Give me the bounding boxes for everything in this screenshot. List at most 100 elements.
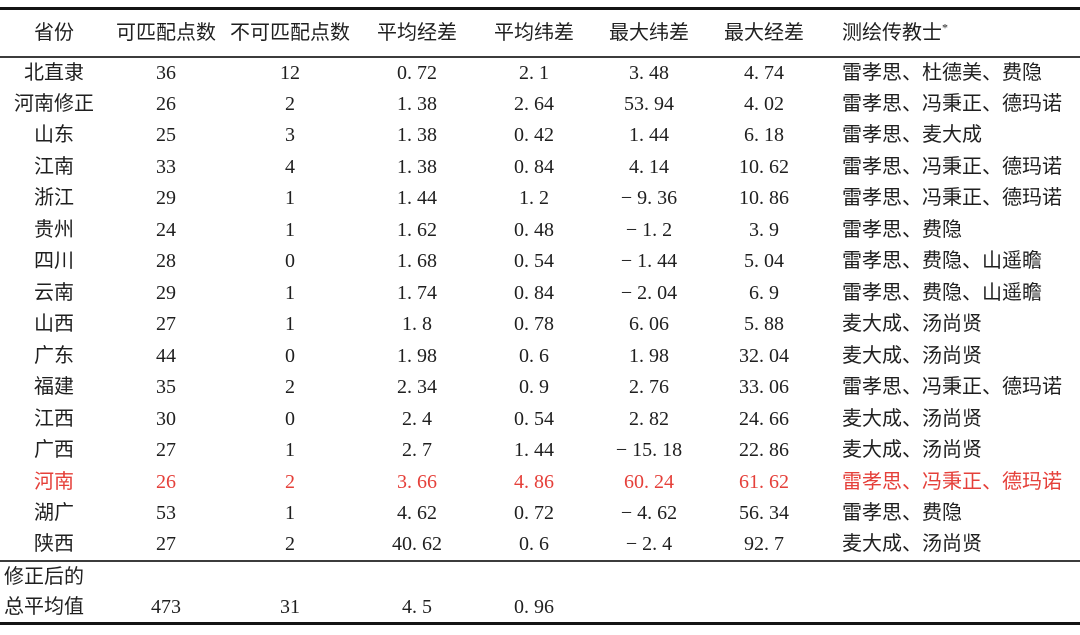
table-row: 江西 30 0 2. 4 0. 54 2. 82 24. 66 麦大成、汤尚贤: [0, 403, 1080, 435]
cell-avg-lat: 0. 9: [519, 376, 549, 399]
cell-missionaries: 麦大成、汤尚贤: [842, 313, 982, 336]
cell-max-lat: − 9. 36: [620, 187, 678, 210]
cell-avg-lon: 1. 8: [402, 313, 432, 336]
cell-avg-lon: 4. 62: [397, 502, 437, 525]
cell-avg-lon: 3. 66: [397, 470, 437, 493]
cell-avg-lat: 1. 44: [514, 439, 554, 462]
table-row: 福建 35 2 2. 34 0. 9 2. 76 33. 06 雷孝思、冯秉正、德玛诺: [0, 372, 1080, 404]
cell-matchable: 29: [156, 187, 176, 210]
cell-max-lat: 6. 06: [629, 313, 669, 336]
cell-missionaries: 雷孝思、冯秉正、德玛诺: [842, 92, 1062, 115]
footnote-asterisk: *: [942, 20, 948, 35]
table-row: 四川 28 0 1. 68 0. 54 − 1. 44 5. 04 雷孝思、费隐、山遥瞻: [0, 246, 1080, 278]
province-error-table-wrap: 省份 可匹配点数 不可匹配点数 平均经差 平均纬差 最大纬差 最大经差 测绘传教…: [0, 7, 1080, 625]
cell-missionaries: 雷孝思、费隐、山遥瞻: [842, 250, 1042, 273]
cell-unmatchable: 0: [285, 407, 295, 430]
summary-cell-max-lat: [590, 592, 708, 624]
cell-province: 河南: [34, 470, 74, 493]
cell-avg-lat: 1. 2: [519, 187, 549, 210]
table-row: 山东 25 3 1. 38 0. 42 1. 44 6. 18 雷孝思、麦大成: [0, 120, 1080, 152]
cell-missionaries: 雷孝思、冯秉正、德玛诺: [842, 187, 1062, 210]
cell-max-lat: 3. 48: [629, 61, 669, 84]
summary-cell-unmatchable: 31: [280, 596, 300, 618]
table-summary: 修正后的 总平均值 473 31 4. 5 0. 96: [0, 559, 1080, 624]
column-header-avg-lon: 平均经差: [356, 8, 478, 58]
cell-max-lat: 2. 82: [629, 407, 669, 430]
cell-missionaries: 雷孝思、冯秉正、德玛诺: [842, 155, 1062, 178]
cell-matchable: 27: [156, 313, 176, 336]
cell-missionaries: 雷孝思、冯秉正、德玛诺: [842, 376, 1062, 399]
cell-max-lat: − 15. 18: [615, 439, 683, 462]
cell-unmatchable: 1: [285, 281, 295, 304]
summary-cell-matchable: 473: [151, 596, 181, 618]
summary-cell-missionaries: [820, 592, 1080, 624]
cell-missionaries: 雷孝思、费隐: [842, 502, 962, 525]
cell-matchable: 53: [156, 502, 176, 525]
cell-max-lon: 56. 34: [739, 502, 789, 525]
header-row: 省份 可匹配点数 不可匹配点数 平均经差 平均纬差 最大纬差 最大经差 测绘传教…: [0, 8, 1080, 58]
cell-avg-lat: 0. 72: [514, 502, 554, 525]
cell-max-lon: 4. 74: [744, 61, 784, 84]
cell-max-lon: 5. 88: [744, 313, 784, 336]
cell-missionaries: 雷孝思、费隐、山遥瞻: [842, 281, 1042, 304]
cell-avg-lat: 0. 6: [519, 344, 549, 367]
table-row: 山西 27 1 1. 8 0. 78 6. 06 5. 88 麦大成、汤尚贤: [0, 309, 1080, 341]
column-header-missionaries: 测绘传教士*: [820, 8, 1080, 58]
cell-avg-lon: 0. 72: [397, 61, 437, 84]
cell-matchable: 35: [156, 376, 176, 399]
cell-avg-lat: 0. 78: [514, 313, 554, 336]
cell-matchable: 24: [156, 218, 176, 241]
table-row: 河南 26 2 3. 66 4. 86 60. 24 61. 62 雷孝思、冯秉正、德玛诺: [0, 466, 1080, 498]
table-row: 江南 33 4 1. 38 0. 84 4. 14 10. 62 雷孝思、冯秉正、德玛诺: [0, 151, 1080, 183]
cell-unmatchable: 3: [285, 124, 295, 147]
summary-cell-avg-lon: 4. 5: [402, 596, 432, 618]
summary-row-label: 修正后的: [0, 559, 1080, 592]
column-header-missionaries-label: 测绘传教士: [842, 21, 942, 44]
cell-avg-lat: 2. 64: [514, 92, 554, 115]
table-row: 广西 27 1 2. 7 1. 44 − 15. 18 22. 86 麦大成、汤尚贤: [0, 435, 1080, 467]
table-row: 河南修正 26 2 1. 38 2. 64 53. 94 4. 02 雷孝思、冯秉正、德玛诺: [0, 88, 1080, 120]
table-row: 陕西 27 2 40. 62 0. 6 − 2. 4 92. 7 麦大成、汤尚贤: [0, 529, 1080, 561]
column-header-avg-lat: 平均纬差: [478, 8, 590, 58]
cell-max-lon: 92. 7: [744, 533, 784, 556]
summary-label-line1: 修正后的: [0, 559, 108, 592]
cell-matchable: 28: [156, 250, 176, 273]
cell-max-lat: 1. 44: [629, 124, 669, 147]
cell-avg-lon: 1. 98: [397, 344, 437, 367]
cell-max-lon: 10. 86: [739, 187, 789, 210]
cell-province: 江西: [34, 407, 74, 430]
cell-matchable: 27: [156, 439, 176, 462]
cell-avg-lat: 0. 48: [514, 218, 554, 241]
cell-avg-lon: 1. 62: [397, 218, 437, 241]
column-header-unmatchable: 不可匹配点数: [224, 8, 356, 58]
cell-avg-lat: 0. 84: [514, 155, 554, 178]
table-body: 北直隶 36 12 0. 72 2. 1 3. 48 4. 74 雷孝思、杜德美、费隐 河南修正…: [0, 57, 1080, 561]
cell-avg-lon: 1. 74: [397, 281, 437, 304]
cell-max-lat: 4. 14: [629, 155, 669, 178]
cell-unmatchable: 2: [285, 533, 295, 556]
cell-avg-lat: 2. 1: [519, 61, 549, 84]
cell-matchable: 29: [156, 281, 176, 304]
cell-unmatchable: 1: [285, 313, 295, 336]
cell-missionaries: 雷孝思、麦大成: [842, 124, 982, 147]
cell-province: 北直隶: [24, 61, 84, 84]
cell-max-lat: − 1. 44: [620, 250, 678, 273]
table-row: 北直隶 36 12 0. 72 2. 1 3. 48 4. 74 雷孝思、杜德美、费隐: [0, 57, 1080, 89]
cell-province: 山西: [34, 313, 74, 336]
cell-unmatchable: 0: [285, 250, 295, 273]
cell-province: 江南: [34, 155, 74, 178]
cell-max-lat: 2. 76: [629, 376, 669, 399]
cell-max-lat: − 2. 04: [620, 281, 678, 304]
summary-cell-max-lon: [708, 592, 820, 624]
cell-province: 广东: [34, 344, 74, 367]
cell-max-lat: 1. 98: [629, 344, 669, 367]
table-row: 贵州 24 1 1. 62 0. 48 − 1. 2 3. 9 雷孝思、费隐: [0, 214, 1080, 246]
table-row: 湖广 53 1 4. 62 0. 72 − 4. 62 56. 34 雷孝思、费隐: [0, 498, 1080, 530]
cell-unmatchable: 4: [285, 155, 295, 178]
table-row: 云南 29 1 1. 74 0. 84 − 2. 04 6. 9 雷孝思、费隐、山遥瞻: [0, 277, 1080, 309]
cell-missionaries: 雷孝思、费隐: [842, 218, 962, 241]
cell-missionaries: 麦大成、汤尚贤: [842, 407, 982, 430]
cell-matchable: 25: [156, 124, 176, 147]
cell-avg-lon: 2. 4: [402, 407, 432, 430]
cell-matchable: 36: [156, 61, 176, 84]
